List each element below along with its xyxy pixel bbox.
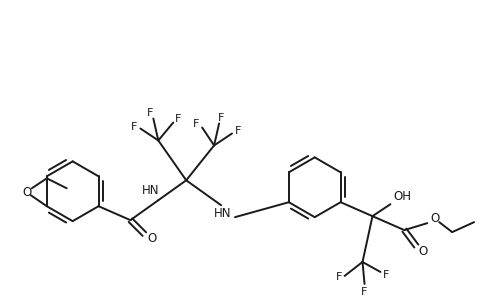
Text: HN: HN (142, 184, 159, 197)
Text: O: O (430, 212, 439, 225)
Text: F: F (383, 270, 389, 280)
Text: HN: HN (214, 207, 231, 220)
Text: F: F (147, 108, 153, 118)
Text: F: F (234, 126, 241, 136)
Text: F: F (175, 114, 181, 124)
Text: OH: OH (392, 190, 410, 203)
Text: F: F (335, 272, 341, 282)
Text: F: F (193, 119, 199, 128)
Text: F: F (131, 122, 137, 131)
Text: O: O (418, 245, 427, 257)
Text: F: F (218, 113, 224, 122)
Text: F: F (361, 287, 367, 297)
Text: O: O (22, 186, 31, 199)
Text: O: O (147, 232, 157, 245)
